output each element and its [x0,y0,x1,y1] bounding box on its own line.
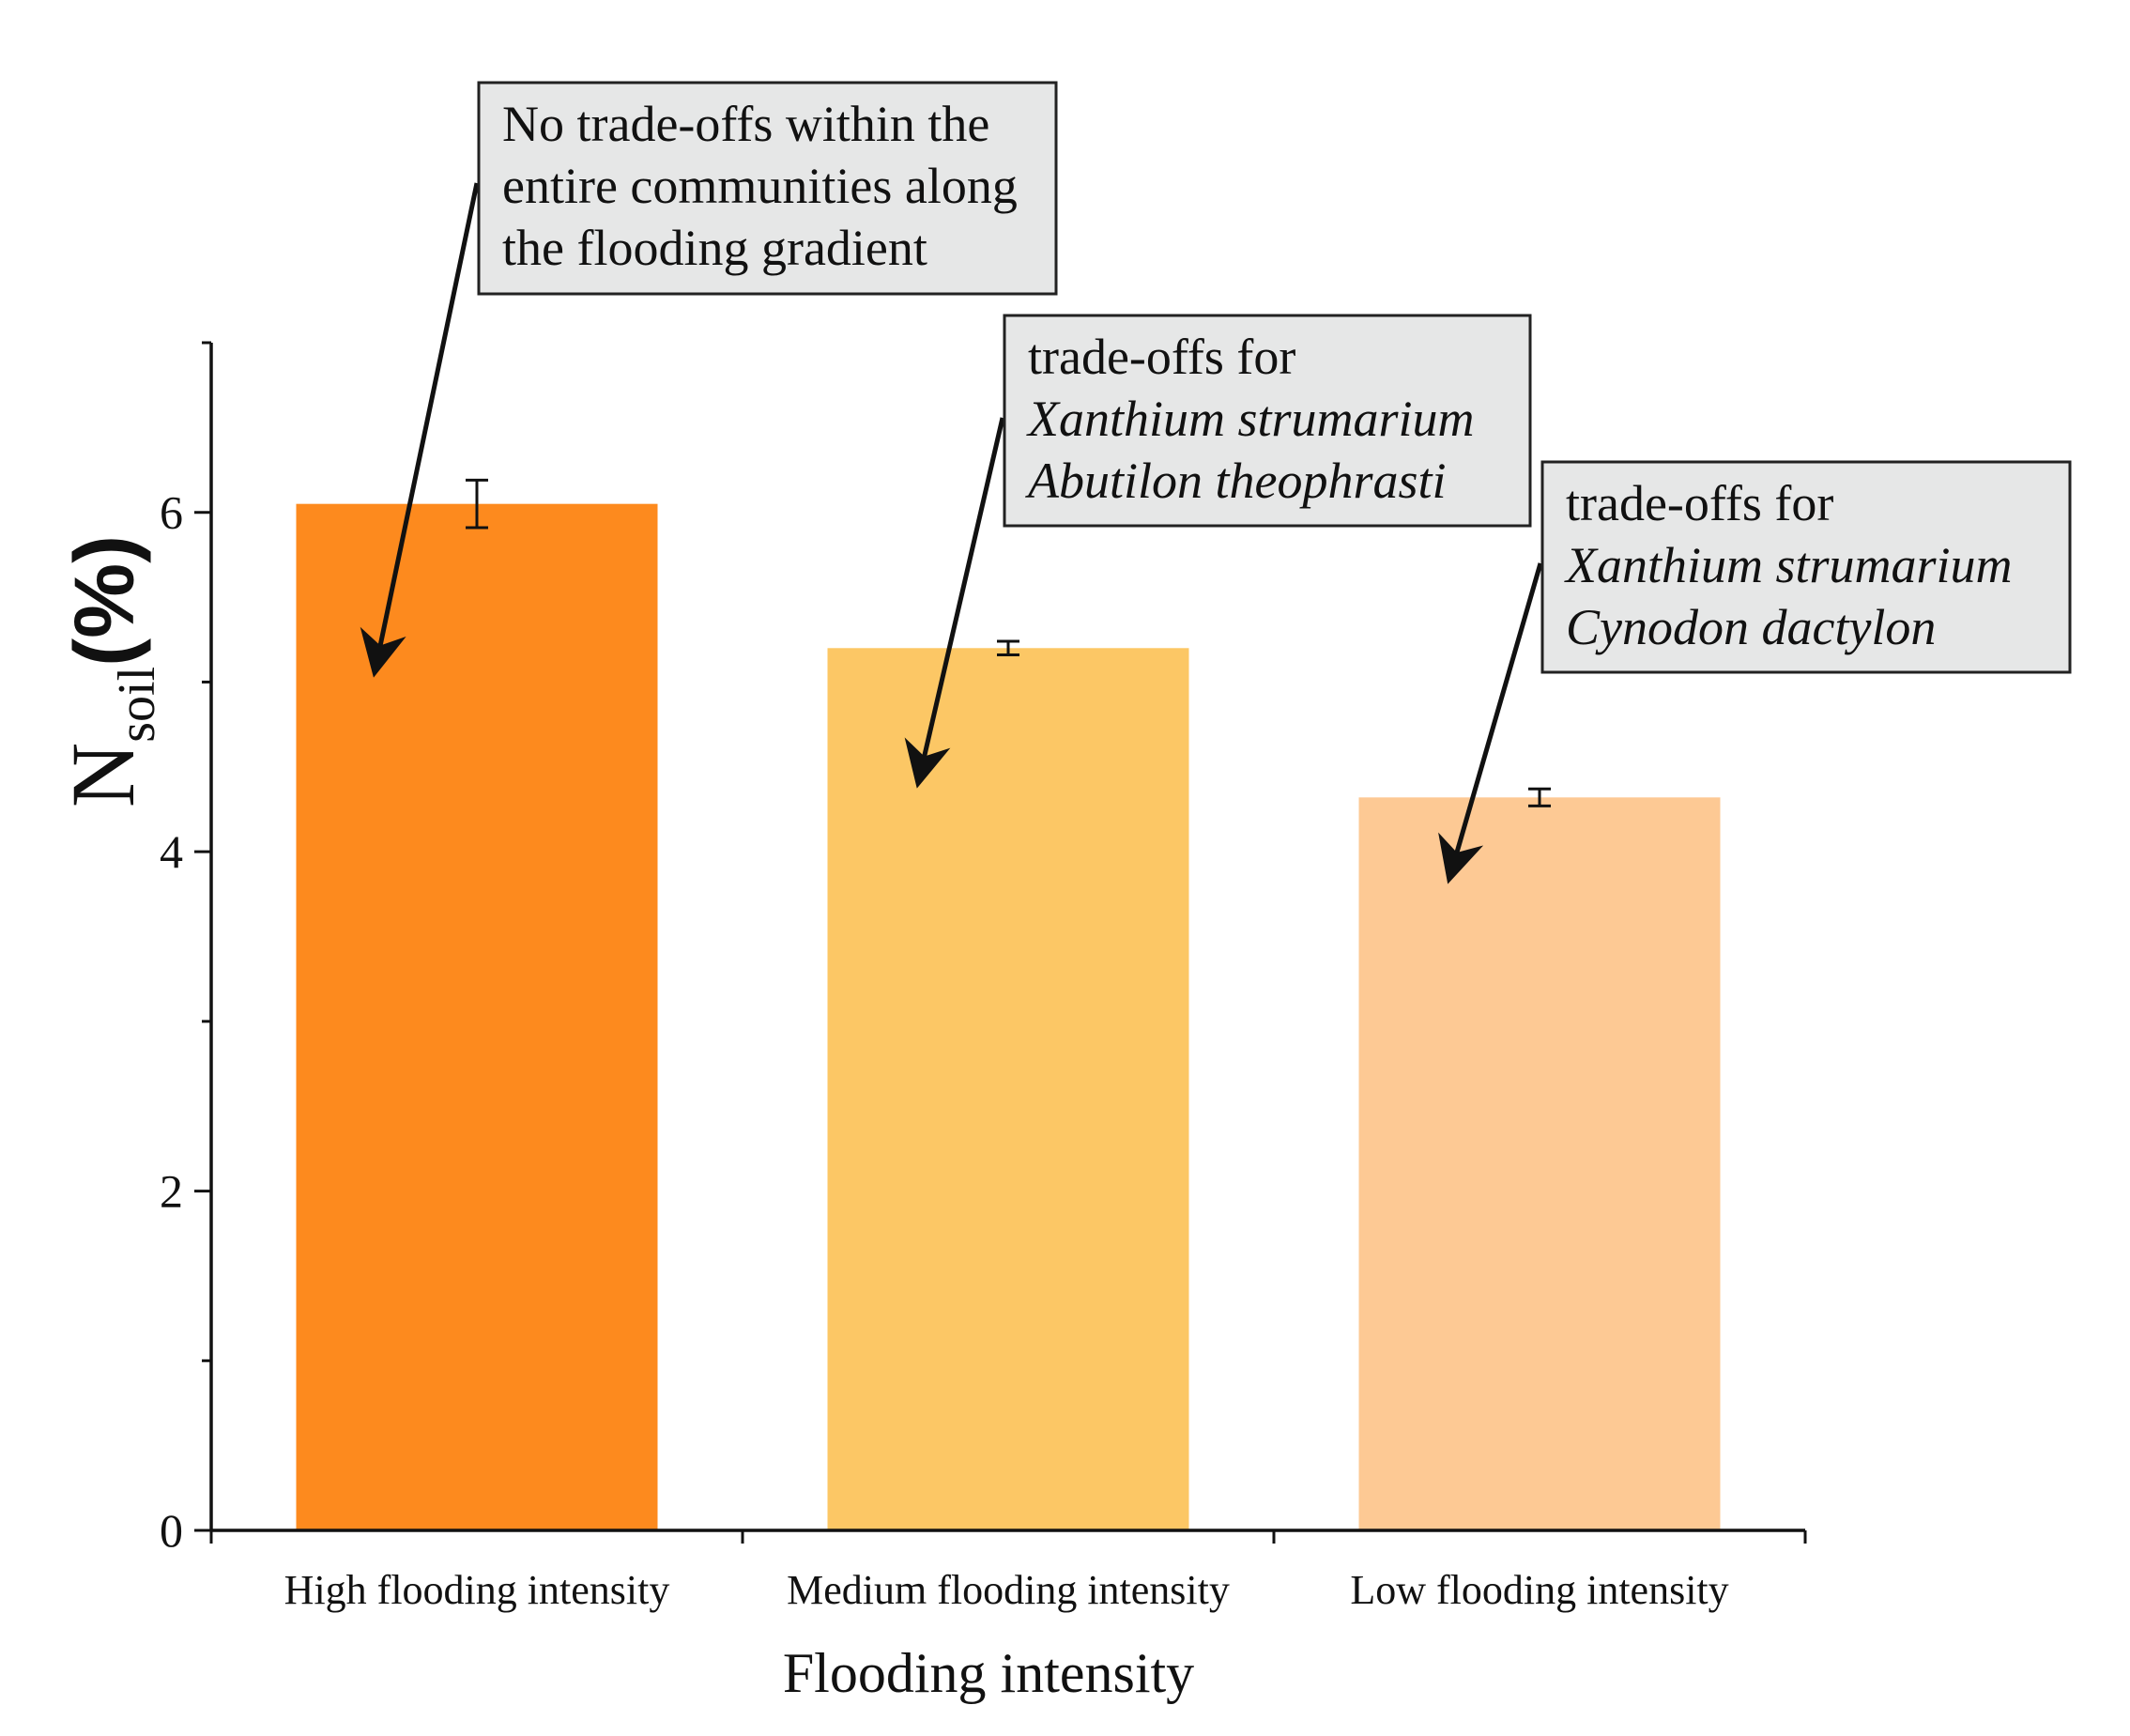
annotation-line: trade-offs for [1566,475,1833,531]
annotation-arrow [904,417,1005,789]
y-axis-title-base: N [53,743,153,807]
x-tick-label-0: High flooding intensity [284,1567,670,1613]
annotation-line: entire communities along [502,158,1018,214]
x-tick-label-1: Medium flooding intensity [787,1567,1230,1613]
bar-1 [827,648,1189,1530]
y-axis-title-suffix: (%) [58,535,152,667]
y-axis-title-group: Nsoil(%) [53,535,166,807]
y-tick-label: 2 [160,1165,183,1218]
annotation-box [1003,314,1532,528]
annotation-1: trade-offs for Xanthium strumarium Abutilo… [904,314,1532,789]
y-tick-label: 4 [160,825,183,878]
annotation-line: Abutilon theophrasti [1025,453,1447,509]
annotation-line: Cynodon dactylon [1566,599,1936,655]
y-axis-title-subscript: soil [108,667,166,743]
bar-0 [296,503,658,1530]
axes-layer: 0 2 4 6 High flooding intensity Medium floodi… [160,341,1807,1613]
error-bar-2 [1528,787,1551,807]
annotation-line: the flooding gradient [502,220,927,276]
y-tick-label: 6 [160,486,183,539]
annotation-line: Xanthium strumarium [1026,391,1475,447]
annotation-2: trade-offs for Xanthium strumarium Cynodon… [1438,460,2072,884]
annotation-line: Xanthium strumarium [1564,537,2013,593]
error-bar-0 [466,478,488,530]
annotation-line: No trade-offs within the [502,96,989,152]
y-tick-label: 0 [160,1504,183,1557]
bar-2 [1358,797,1721,1530]
y-axis-title: Nsoil(%) [53,535,166,807]
annotation-0: No trade-offs within the entire communiti… [360,81,1058,678]
x-tick-label-2: Low flooding intensity [1350,1567,1728,1613]
annotation-box [477,81,1058,296]
annotation-layer: No trade-offs within the entire communiti… [360,81,2072,884]
annotation-box [1540,460,2072,674]
annotation-arrow [1438,562,1543,884]
bars-layer [296,478,1721,1530]
annotation-line: trade-offs for [1028,329,1295,385]
annotation-arrow [360,182,480,678]
x-axis-title: Flooding intensity [783,1642,1194,1704]
error-bar-1 [997,639,1019,657]
